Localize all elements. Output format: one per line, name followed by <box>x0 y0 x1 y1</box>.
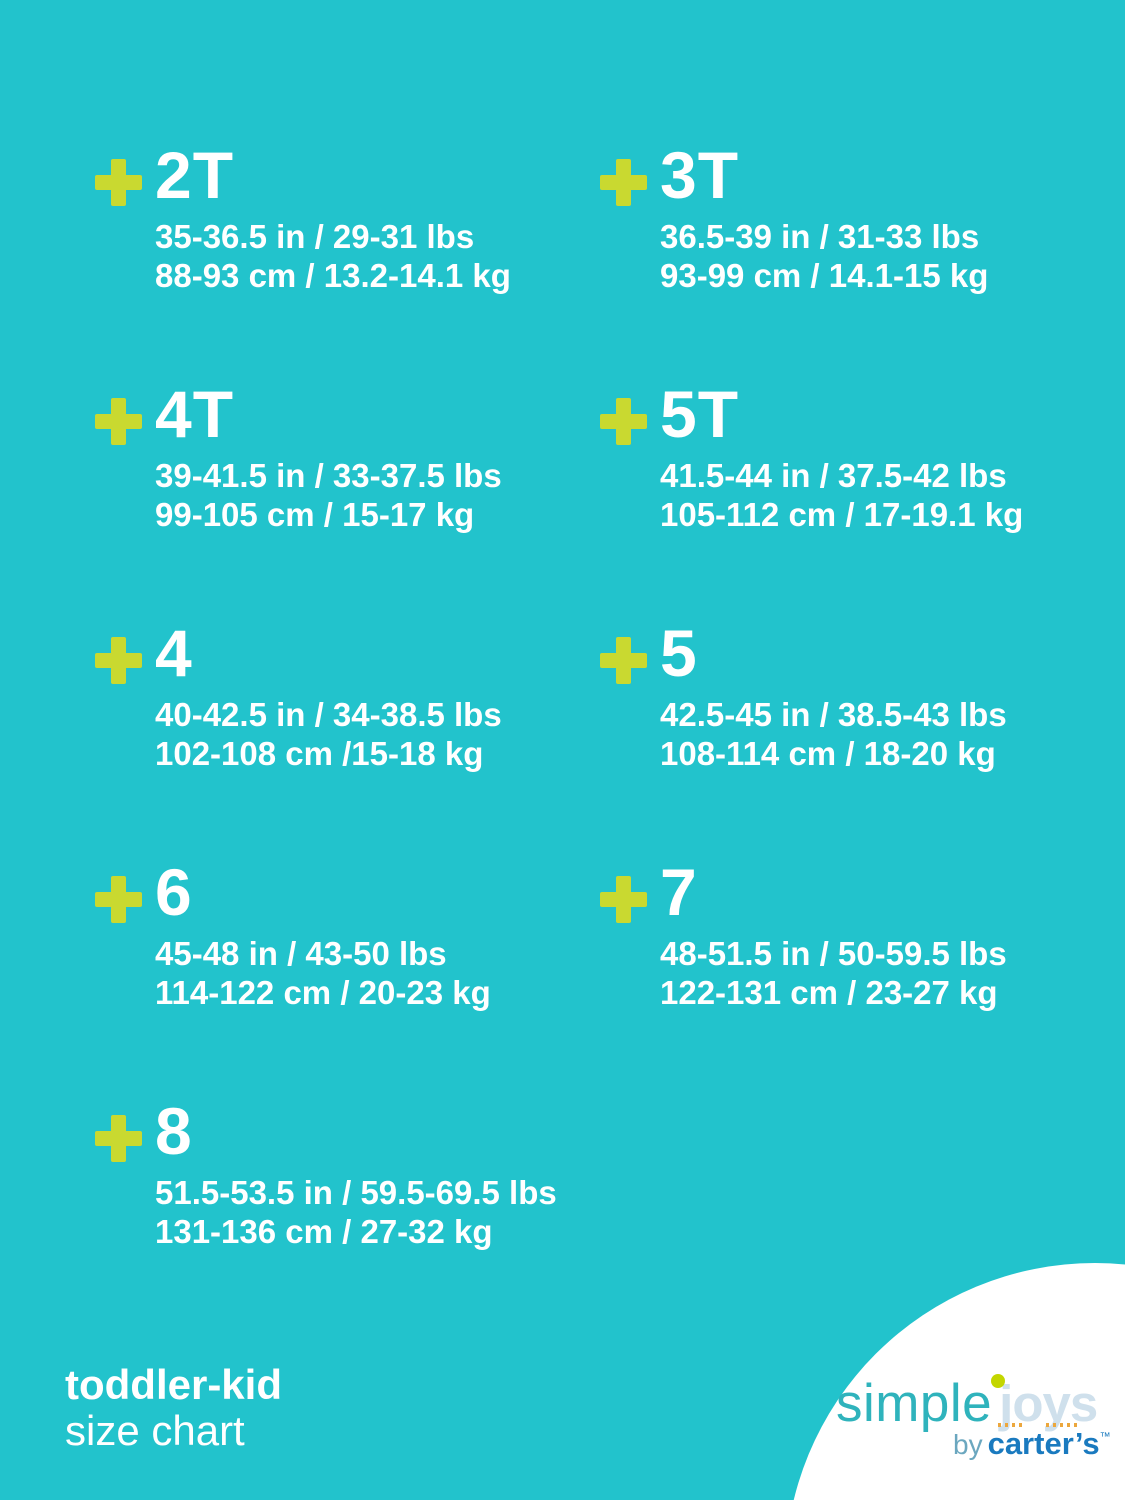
size-label: 3T <box>660 138 740 212</box>
size-entry: 6 45-48 in / 43-50 lbs 114-122 cm / 20-2… <box>95 857 600 1096</box>
size-entry-body: 3T 36.5-39 in / 31-33 lbs 93-99 cm / 14.… <box>660 140 988 295</box>
size-detail-metric: 99-105 cm / 15-17 kg <box>155 496 475 533</box>
size-entry-body: 4 40-42.5 in / 34-38.5 lbs 102-108 cm /1… <box>155 618 502 773</box>
size-detail-metric: 105-112 cm / 17-19.1 kg <box>660 496 1024 533</box>
plus-icon <box>600 398 647 445</box>
size-detail-metric: 131-136 cm / 27-32 kg <box>155 1213 493 1250</box>
size-label: 2T <box>155 138 235 212</box>
brand-logo-byline: by carter’s™ <box>953 1428 1111 1459</box>
size-entry-body: 8 51.5-53.5 in / 59.5-69.5 lbs 131-136 c… <box>155 1096 557 1251</box>
size-detail-imperial: 36.5-39 in / 31-33 lbs <box>660 218 980 255</box>
size-label: 4 <box>155 616 193 690</box>
brand-logo-wordmark: simple joys <box>836 1374 1098 1433</box>
size-entry: 2T 35-36.5 in / 29-31 lbs 88-93 cm / 13.… <box>95 140 600 379</box>
size-entry: 8 51.5-53.5 in / 59.5-69.5 lbs 131-136 c… <box>95 1096 600 1335</box>
size-label: 6 <box>155 855 193 929</box>
logo-joys-text: joys <box>999 1375 1098 1432</box>
size-detail-metric: 114-122 cm / 20-23 kg <box>155 974 491 1011</box>
size-detail-metric: 108-114 cm / 18-20 kg <box>660 735 996 772</box>
plus-icon-bar <box>616 159 631 206</box>
size-label: 4T <box>155 377 235 451</box>
size-detail-imperial: 51.5-53.5 in / 59.5-69.5 lbs <box>155 1174 557 1211</box>
plus-icon-bar <box>111 1115 126 1162</box>
plus-icon <box>95 398 142 445</box>
size-label: 5T <box>660 377 740 451</box>
size-detail-imperial: 35-36.5 in / 29-31 lbs <box>155 218 475 255</box>
size-entry: 4 40-42.5 in / 34-38.5 lbs 102-108 cm /1… <box>95 618 600 857</box>
size-label: 7 <box>660 855 698 929</box>
plus-icon <box>95 1115 142 1162</box>
size-detail-metric: 122-131 cm / 23-27 kg <box>660 974 998 1011</box>
footer-title: toddler-kid size chart <box>65 1362 282 1454</box>
size-detail-imperial: 45-48 in / 43-50 lbs <box>155 935 447 972</box>
chart-type-label: size chart <box>65 1407 245 1454</box>
size-entry-body: 6 45-48 in / 43-50 lbs 114-122 cm / 20-2… <box>155 857 491 1012</box>
plus-icon-bar <box>111 159 126 206</box>
plus-icon-bar <box>111 637 126 684</box>
size-detail-imperial: 42.5-45 in / 38.5-43 lbs <box>660 696 1007 733</box>
logo-stitch-left-icon <box>998 1423 1024 1427</box>
size-entry: 7 48-51.5 in / 50-59.5 lbs 122-131 cm / … <box>600 857 1105 1096</box>
plus-icon-bar <box>616 876 631 923</box>
logo-carters-text: carter’s <box>987 1426 1100 1461</box>
size-detail-imperial: 48-51.5 in / 50-59.5 lbs <box>660 935 1007 972</box>
plus-icon-bar <box>111 876 126 923</box>
size-entry-body: 7 48-51.5 in / 50-59.5 lbs 122-131 cm / … <box>660 857 1007 1012</box>
chart-category-label: toddler-kid <box>65 1361 282 1408</box>
size-chart-grid: 2T 35-36.5 in / 29-31 lbs 88-93 cm / 13.… <box>95 140 1105 1335</box>
size-entry: 3T 36.5-39 in / 31-33 lbs 93-99 cm / 14.… <box>600 140 1105 379</box>
size-detail-metric: 93-99 cm / 14.1-15 kg <box>660 257 989 294</box>
size-detail-imperial: 40-42.5 in / 34-38.5 lbs <box>155 696 502 733</box>
size-entry-body: 5T 41.5-44 in / 37.5-42 lbs 105-112 cm /… <box>660 379 1023 534</box>
logo-simple-text: simple <box>836 1374 993 1433</box>
logo-stitch-right-icon <box>1046 1423 1078 1427</box>
plus-icon-bar <box>616 637 631 684</box>
size-detail-imperial: 41.5-44 in / 37.5-42 lbs <box>660 457 1007 494</box>
size-detail-metric: 102-108 cm /15-18 kg <box>155 735 484 772</box>
logo-by-text: by <box>953 1429 983 1460</box>
plus-icon <box>600 876 647 923</box>
trademark-symbol: ™ <box>1099 1431 1111 1443</box>
size-entry: 5T 41.5-44 in / 37.5-42 lbs 105-112 cm /… <box>600 379 1105 618</box>
plus-icon-bar <box>616 398 631 445</box>
size-entry: 5 42.5-45 in / 38.5-43 lbs 108-114 cm / … <box>600 618 1105 857</box>
size-detail-metric: 88-93 cm / 13.2-14.1 kg <box>155 257 511 294</box>
plus-icon <box>600 159 647 206</box>
plus-icon <box>95 876 142 923</box>
size-entry-body: 4T 39-41.5 in / 33-37.5 lbs 99-105 cm / … <box>155 379 502 534</box>
plus-icon-bar <box>111 398 126 445</box>
size-label: 8 <box>155 1094 193 1168</box>
plus-icon <box>600 637 647 684</box>
logo-j-dot-icon <box>991 1374 1005 1388</box>
size-label: 5 <box>660 616 698 690</box>
plus-icon <box>95 637 142 684</box>
size-entry-body: 2T 35-36.5 in / 29-31 lbs 88-93 cm / 13.… <box>155 140 511 295</box>
size-entry-body: 5 42.5-45 in / 38.5-43 lbs 108-114 cm / … <box>660 618 1007 773</box>
size-entry: 4T 39-41.5 in / 33-37.5 lbs 99-105 cm / … <box>95 379 600 618</box>
plus-icon <box>95 159 142 206</box>
size-detail-imperial: 39-41.5 in / 33-37.5 lbs <box>155 457 502 494</box>
